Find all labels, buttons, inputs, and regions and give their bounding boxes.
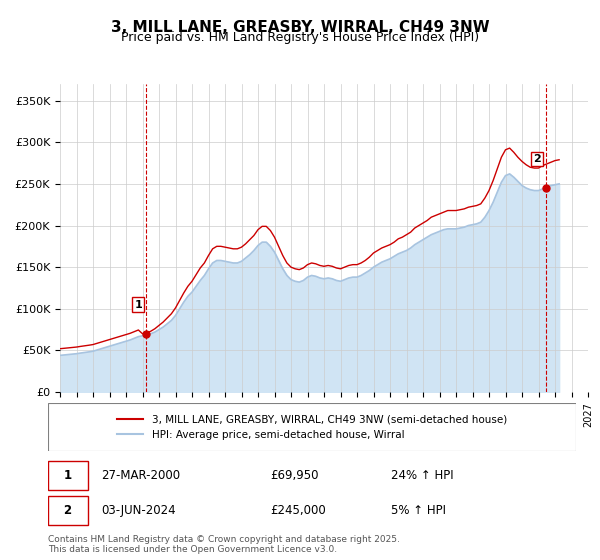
Text: Contains HM Land Registry data © Crown copyright and database right 2025.
This d: Contains HM Land Registry data © Crown c… bbox=[48, 535, 400, 554]
Legend: 3, MILL LANE, GREASBY, WIRRAL, CH49 3NW (semi-detached house), HPI: Average pric: 3, MILL LANE, GREASBY, WIRRAL, CH49 3NW … bbox=[112, 409, 512, 445]
Text: 2: 2 bbox=[533, 154, 541, 164]
Text: 3, MILL LANE, GREASBY, WIRRAL, CH49 3NW: 3, MILL LANE, GREASBY, WIRRAL, CH49 3NW bbox=[110, 20, 490, 35]
FancyBboxPatch shape bbox=[48, 461, 88, 489]
FancyBboxPatch shape bbox=[48, 496, 88, 525]
Text: 24% ↑ HPI: 24% ↑ HPI bbox=[391, 469, 454, 482]
Text: £245,000: £245,000 bbox=[270, 504, 326, 517]
Text: 5% ↑ HPI: 5% ↑ HPI bbox=[391, 504, 446, 517]
Text: £69,950: £69,950 bbox=[270, 469, 318, 482]
Text: Price paid vs. HM Land Registry's House Price Index (HPI): Price paid vs. HM Land Registry's House … bbox=[121, 31, 479, 44]
Text: 03-JUN-2024: 03-JUN-2024 bbox=[101, 504, 175, 517]
Text: 2: 2 bbox=[64, 504, 71, 517]
Text: 1: 1 bbox=[64, 469, 71, 482]
Text: 1: 1 bbox=[134, 300, 142, 310]
Text: 27-MAR-2000: 27-MAR-2000 bbox=[101, 469, 180, 482]
FancyBboxPatch shape bbox=[48, 403, 576, 451]
